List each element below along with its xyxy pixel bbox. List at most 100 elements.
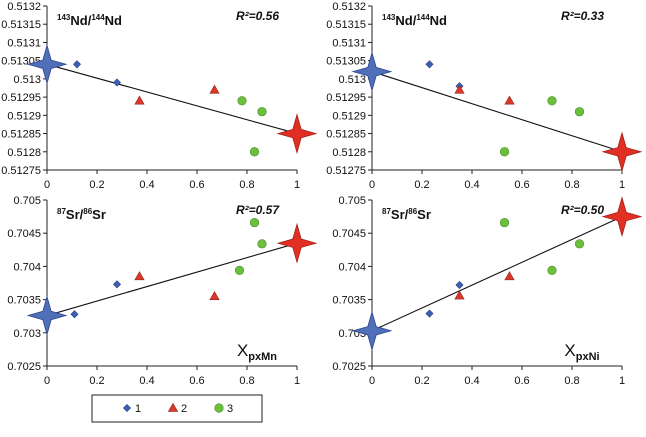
data-point-series-3 [234, 265, 245, 275]
endmember-star-red [276, 222, 318, 264]
data-point-series-1 [112, 280, 122, 289]
y-tick-label: 0.51285 [1, 129, 41, 141]
data-point-series-3 [249, 217, 260, 228]
y-tick-label: 0.5132 [332, 1, 366, 13]
x-tick-label: 1 [294, 179, 300, 191]
data-point-series-3 [249, 147, 260, 157]
data-point-series-3 [499, 217, 510, 228]
y-tick-label: 0.5131 [7, 37, 41, 49]
x-tick-label: 0.4 [464, 375, 479, 387]
r-squared-label: R²=0.56 [236, 9, 279, 23]
x-tick-label: 1 [619, 179, 625, 191]
title-denominator: Sr [92, 207, 106, 222]
chart-panel-3: 0.7025 0.703 0.7035 0.704 0.7045 0.705 0 0.2 0.4… [7, 195, 318, 387]
y-tick-label: 0.51295 [326, 92, 366, 104]
data-point-series-2 [504, 271, 515, 281]
data-point-series-2 [134, 271, 145, 281]
data-point-series-1 [455, 280, 464, 290]
x-tick-label: 0.6 [514, 179, 529, 191]
data-point-series-2 [504, 95, 515, 105]
chart-panel-1: 0.51275 0.5128 0.51285 0.5129 0.51295 0.513 0.… [1, 1, 318, 191]
title-superscript-denominator: 144 [416, 13, 430, 22]
y-tick-label: 0.705 [13, 195, 41, 207]
x-tick-label: 0.4 [139, 179, 154, 191]
data-point-series-1 [70, 310, 79, 319]
legend-box [91, 394, 263, 423]
legend-label: 2 [181, 403, 187, 415]
r-squared-label: R²=0.57 [236, 203, 280, 217]
y-tick-label: 0.7045 [7, 228, 41, 240]
x-axis-label-subscript: pxMn [248, 351, 277, 363]
chart-panel-2: 0.51275 0.5128 0.51285 0.5129 0.51295 0.513 0.… [326, 1, 643, 191]
legend-marker-1 [122, 403, 132, 413]
r-squared-label: R²=0.33 [561, 9, 604, 23]
x-axis-label-main: X [564, 341, 575, 360]
endmember-star-blue [351, 310, 393, 352]
y-tick-label: 0.51275 [1, 165, 41, 177]
data-point-series-2 [134, 95, 145, 105]
y-tick-label: 0.51285 [326, 129, 366, 141]
endmember-star-blue [351, 51, 393, 93]
data-point-series-1 [112, 78, 122, 87]
y-tick-label: 0.704 [338, 261, 366, 273]
title-numerator: Nd/ [70, 13, 91, 28]
title-superscript-numerator: 87 [57, 207, 66, 216]
data-point-series-3 [237, 96, 247, 106]
title-superscript-denominator: 86 [408, 207, 417, 216]
title-denominator: Sr [417, 207, 431, 222]
data-point-series-3 [574, 239, 585, 249]
y-tick-label: 0.703 [13, 328, 41, 340]
x-axis-label-main: X [237, 341, 248, 360]
x-tick-label: 0.8 [564, 375, 579, 387]
x-tick-label: 0.2 [414, 179, 429, 191]
trendline [371, 216, 623, 332]
title-denominator: Nd [430, 13, 447, 28]
trendline [371, 71, 623, 153]
x-tick-label: 0.6 [189, 375, 204, 387]
data-point-series-1 [425, 309, 434, 318]
title-numerator: Nd/ [395, 13, 416, 28]
endmember-star-red [276, 113, 318, 155]
x-tick-label: 0.8 [564, 179, 579, 191]
y-tick-label: 0.5129 [332, 110, 366, 122]
title-superscript-numerator: 143 [57, 13, 71, 22]
data-point-series-3 [574, 107, 585, 117]
legend-marker-3 [214, 403, 224, 413]
data-point-series-1 [72, 60, 82, 69]
x-tick-label: 0.2 [89, 375, 104, 387]
r-squared-label: R²=0.50 [561, 203, 604, 217]
x-tick-label: 0.4 [464, 179, 479, 191]
x-tick-label: 0.2 [89, 179, 104, 191]
data-point-series-3 [547, 265, 557, 275]
y-tick-label: 0.5129 [7, 110, 41, 122]
y-tick-label: 0.513 [338, 74, 366, 86]
x-tick-label: 0 [44, 179, 50, 191]
legend-label: 1 [135, 403, 141, 415]
y-tick-label: 0.5131 [332, 37, 366, 49]
data-point-series-2 [454, 84, 465, 94]
title-superscript-numerator: 87 [382, 207, 391, 216]
x-axis-label: XpxNi [564, 341, 599, 363]
x-tick-label: 0 [44, 375, 50, 387]
y-tick-label: 0.7035 [7, 295, 41, 307]
panel-title: 143Nd/144Nd [382, 13, 447, 28]
data-point-series-2 [209, 291, 220, 301]
y-tick-label: 0.704 [13, 261, 41, 273]
y-tick-label: 0.51315 [1, 19, 41, 31]
y-tick-label: 0.5128 [7, 147, 41, 159]
data-point-series-3 [257, 239, 267, 249]
title-superscript-denominator: 144 [91, 13, 105, 22]
endmember-star-blue [26, 43, 68, 85]
endmember-star-blue [26, 295, 68, 336]
y-tick-label: 0.513 [13, 74, 41, 86]
endmember-star-red [601, 131, 643, 173]
x-tick-label: 1 [294, 375, 300, 387]
legend-label: 3 [227, 403, 233, 415]
data-point-series-2 [454, 290, 465, 300]
y-tick-label: 0.7025 [7, 361, 41, 373]
y-tick-label: 0.51315 [326, 19, 366, 31]
x-tick-label: 0 [369, 179, 375, 191]
